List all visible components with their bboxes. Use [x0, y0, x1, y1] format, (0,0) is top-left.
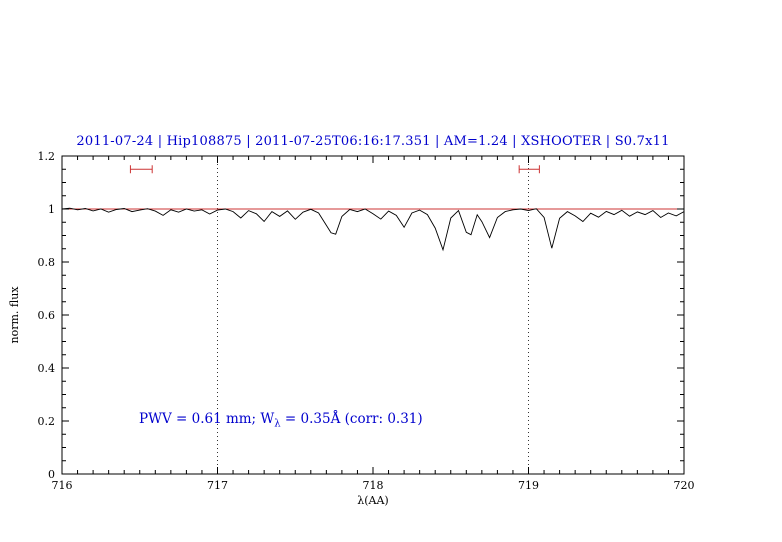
plot-title: 2011-07-24 | Hip108875 | 2011-07-25T06:1… [76, 134, 670, 149]
y-tick-label: 1 [48, 203, 55, 216]
x-tick-label: 718 [363, 479, 384, 492]
x-axis-label: λ(AA) [357, 494, 388, 507]
y-tick-label: 0.2 [38, 415, 56, 428]
x-tick-label: 719 [518, 479, 539, 492]
y-tick-label: 1.2 [38, 150, 56, 163]
pwv-annotation-lambda-sub: λ [274, 418, 281, 430]
pwv-annotation-prefix: PWV = 0.61 mm; W [139, 411, 275, 427]
pwv-annotation-suffix: = 0.35Å (corr: 0.31) [280, 411, 423, 427]
x-tick-label: 720 [674, 479, 695, 492]
y-axis-label: norm. flux [8, 286, 21, 344]
x-tick-label: 716 [52, 479, 73, 492]
y-tick-label: 0.6 [38, 309, 56, 322]
y-tick-label: 0.4 [38, 362, 56, 375]
y-tick-label: 0 [48, 468, 55, 481]
x-tick-label: 717 [207, 479, 228, 492]
y-tick-label: 0.8 [38, 256, 56, 269]
pwv-annotation: PWV = 0.61 mm; Wλ = 0.35Å (corr: 0.31) [139, 411, 423, 430]
spectrum-line [61, 207, 685, 252]
